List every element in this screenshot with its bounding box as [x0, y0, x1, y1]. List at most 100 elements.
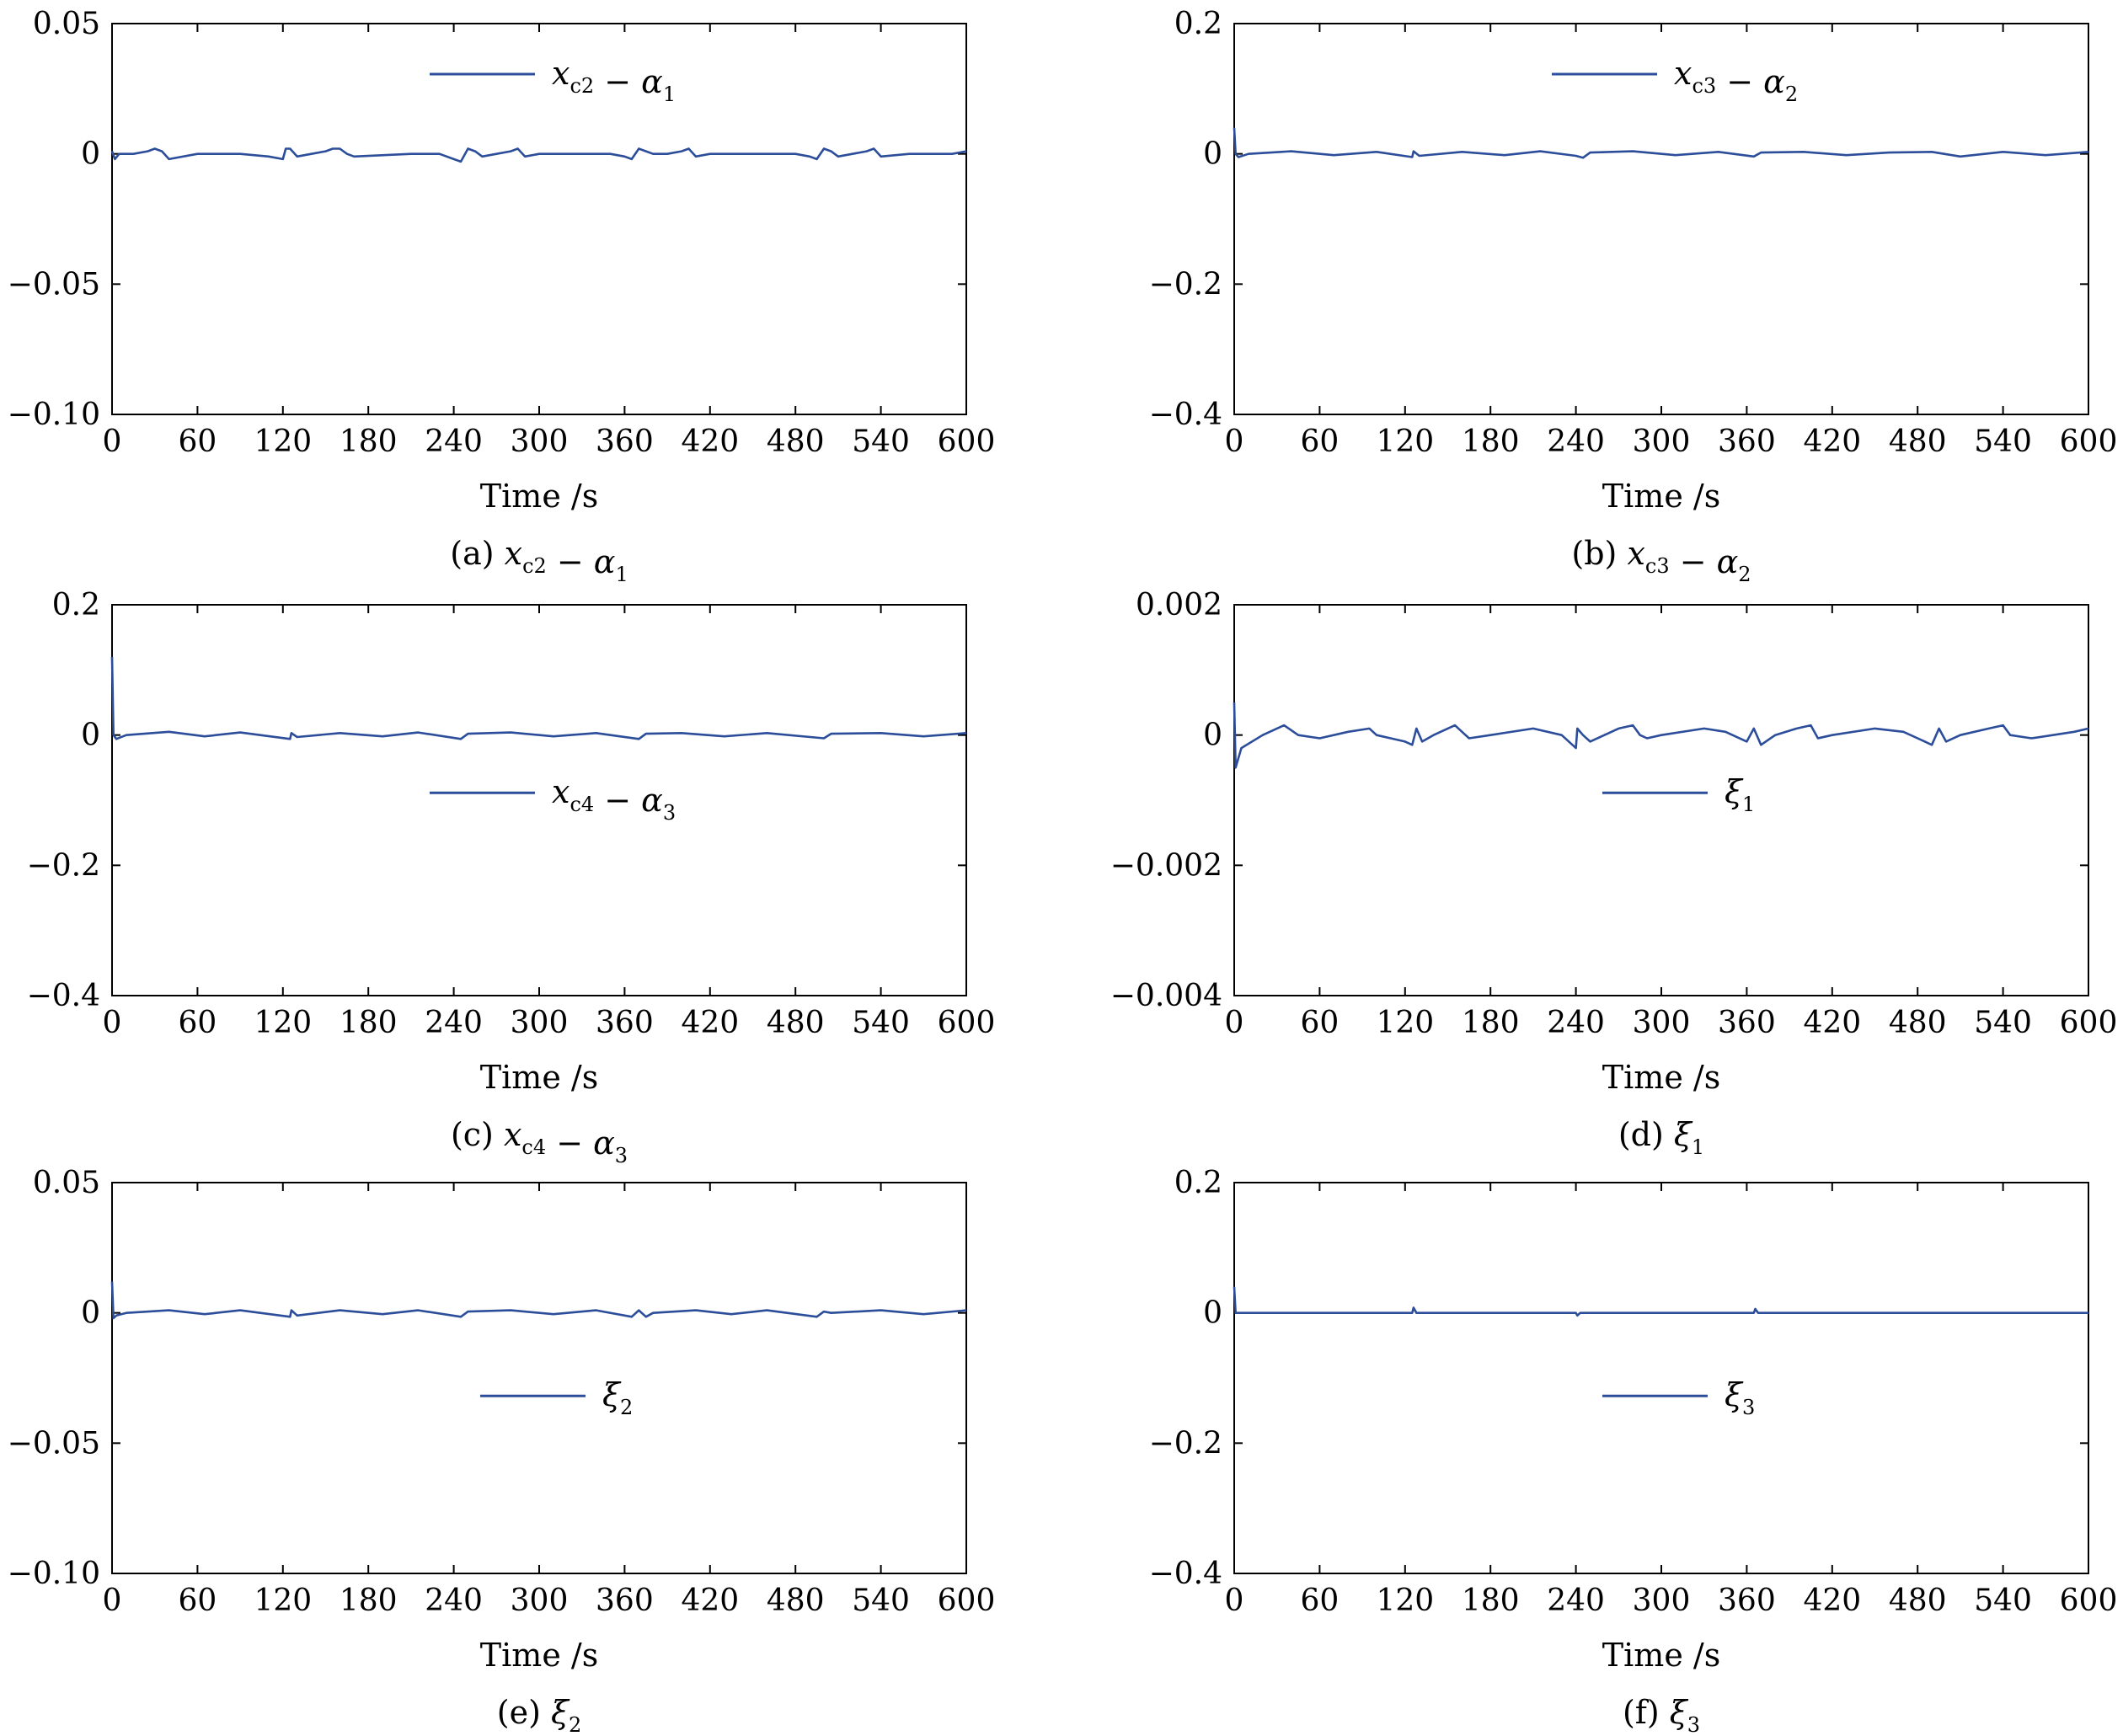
x-tick-label: 300: [1633, 1006, 1691, 1040]
x-tick-label: 120: [1376, 1584, 1434, 1618]
legend-label: xc4 − α3: [552, 773, 676, 825]
x-tick-label: 180: [340, 1006, 398, 1040]
subplot-caption: (d) ξ1: [1618, 1116, 1704, 1159]
x-tick-label: 300: [511, 1006, 569, 1040]
axes-frame: [111, 23, 967, 415]
x-tick-label: 600: [938, 1006, 996, 1040]
x-tick-label: 0: [103, 1006, 122, 1040]
x-tick-label: 420: [681, 1584, 739, 1618]
y-tick-label: −0.004: [1110, 979, 1222, 1013]
caption-text: (b) xc3 − α2: [1571, 535, 1751, 586]
y-tick-label: 0.2: [1174, 1166, 1222, 1200]
legend-label: ξ3: [1725, 1376, 1755, 1419]
y-tick-label: −0.10: [8, 398, 100, 432]
x-tick-label: 180: [340, 425, 398, 459]
y-tick-label: −0.4: [27, 979, 100, 1013]
legend: ξ2: [480, 1376, 633, 1419]
subplot-caption: (f) ξ3: [1623, 1694, 1700, 1736]
x-tick-label: 360: [596, 1006, 654, 1040]
x-tick-label: 480: [1889, 425, 1947, 459]
series-line: [1233, 702, 2089, 769]
y-tick-label: −0.05: [8, 1426, 100, 1461]
x-tick-label: 420: [1803, 1006, 1861, 1040]
x-tick-label: 0: [103, 1584, 122, 1618]
y-tick-label: −0.2: [1149, 267, 1222, 302]
x-tick-label: 0: [1225, 1584, 1244, 1618]
subplot-caption: (a) xc2 − α1: [450, 535, 628, 586]
x-tick-label: 540: [1974, 1584, 2032, 1618]
legend: xc3 − α2: [1552, 55, 1798, 106]
y-tick-label: 0: [81, 137, 100, 172]
x-tick-label: 420: [1803, 1584, 1861, 1618]
legend: ξ3: [1602, 1376, 1755, 1419]
y-tick-label: 0: [1203, 137, 1222, 172]
x-tick-label: 540: [852, 1584, 910, 1618]
axes-frame: [1233, 23, 2089, 415]
legend: xc2 − α1: [430, 55, 676, 106]
y-tick-label: −0.002: [1110, 848, 1222, 883]
x-tick-label: 420: [681, 425, 739, 459]
series-line: [110, 1281, 967, 1320]
x-tick-label: 60: [178, 425, 217, 459]
x-tick-label: 240: [1547, 1006, 1605, 1040]
x-tick-label: 300: [511, 425, 569, 459]
x-axis-label: Time /s: [1602, 1059, 1720, 1096]
x-tick-label: 360: [1718, 1584, 1776, 1618]
y-tick-label: 0.05: [33, 7, 100, 41]
x-tick-label: 360: [1718, 1006, 1776, 1040]
subplot-d: 0 60 120 180 240 300 360 420 480 540 6000.0020−0.0…: [1110, 588, 2118, 1159]
x-tick-label: 120: [254, 1584, 312, 1618]
subplot-b: 0 60 120 180 240 300 360 420 480 540 600 0.2 0 −0.2 −0…: [1149, 7, 2118, 586]
x-tick-label: 120: [254, 1006, 312, 1040]
series-line: [1233, 127, 2089, 159]
y-tick-label: 0.05: [33, 1166, 100, 1200]
x-tick-label: 60: [178, 1006, 217, 1040]
x-tick-label: 360: [596, 425, 654, 459]
x-axis-label: Time /s: [1602, 478, 1720, 515]
x-tick-label: 60: [1300, 425, 1339, 459]
legend: ξ1: [1602, 773, 1755, 816]
caption-text: (a) xc2 − α1: [450, 535, 628, 586]
subplot-panels: 0 60 120 180 240 300 360 420 480 540 6000.050−0.05…: [8, 7, 2118, 1736]
legend-label: xc3 − α2: [1674, 55, 1798, 106]
subplot-caption: (b) xc3 − α2: [1571, 535, 1751, 586]
series-line: [110, 147, 967, 163]
x-axis-label: Time /s: [480, 478, 598, 515]
y-tick-label: 0.002: [1136, 588, 1222, 622]
x-tick-label: 300: [511, 1584, 569, 1618]
y-tick-label: −0.4: [1149, 1557, 1222, 1591]
caption-text: (d) ξ1: [1618, 1116, 1704, 1159]
x-tick-label: 240: [1547, 425, 1605, 459]
x-axis-label: Time /s: [480, 1059, 598, 1096]
x-tick-label: 60: [178, 1584, 217, 1618]
x-tick-label: 300: [1633, 1584, 1691, 1618]
x-tick-label: 180: [1462, 425, 1520, 459]
legend-label: ξ1: [1725, 773, 1755, 816]
subplot-c: 0 60 120 180 240 300 360 420 480 540 600 0.2 0 −0.2 −0…: [27, 588, 996, 1167]
caption-text: (f) ξ3: [1623, 1694, 1700, 1736]
y-tick-label: 0: [1203, 1296, 1222, 1331]
x-tick-label: 360: [596, 1584, 654, 1618]
caption-text: (e) ξ2: [497, 1694, 581, 1736]
x-tick-label: 600: [938, 425, 996, 459]
x-tick-label: 60: [1300, 1006, 1339, 1040]
x-tick-label: 120: [1376, 1006, 1434, 1040]
subplot-a: 0 60 120 180 240 300 360 420 480 540 600 0.05 0 −0.05…: [8, 7, 996, 586]
x-tick-label: 180: [1462, 1584, 1520, 1618]
x-axis-label: Time /s: [1602, 1637, 1720, 1674]
y-tick-label: 0: [1203, 718, 1222, 753]
x-tick-label: 540: [852, 1006, 910, 1040]
y-tick-label: 0.2: [1174, 7, 1222, 41]
x-tick-label: 180: [1462, 1006, 1520, 1040]
axes-frame: [1233, 1182, 2089, 1574]
legend: xc4 − α3: [430, 773, 676, 825]
y-tick-label: −0.4: [1149, 398, 1222, 432]
x-tick-label: 600: [938, 1584, 996, 1618]
axes-frame: [111, 1182, 967, 1574]
x-tick-label: 540: [1974, 1006, 2032, 1040]
legend-label: ξ2: [602, 1376, 633, 1419]
x-tick-label: 420: [1803, 425, 1861, 459]
x-tick-label: 480: [767, 425, 825, 459]
x-tick-label: 540: [852, 425, 910, 459]
